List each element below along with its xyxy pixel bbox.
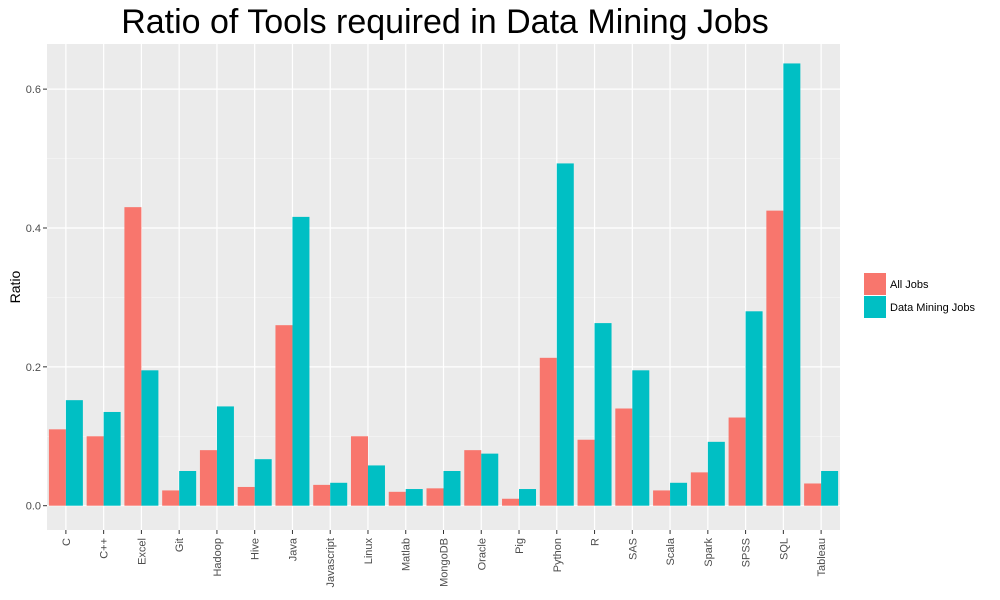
bar-c--series-1 (86, 436, 104, 506)
bar-sql-series-1 (766, 210, 784, 506)
x-tick-label: Javascript (325, 538, 337, 588)
bar-hadoop-series-2 (216, 406, 234, 506)
bar-r-series-2 (594, 323, 612, 506)
bar-tableau-series-2 (821, 470, 839, 506)
x-tick-label: Scala (665, 537, 677, 565)
bar-tableau-series-1 (804, 483, 822, 506)
bar-spss-series-2 (745, 311, 763, 506)
bar-hive-series-2 (254, 459, 272, 506)
x-tick-label: Git (174, 538, 186, 552)
bar-java-series-1 (275, 325, 293, 506)
bar-sql-series-2 (783, 63, 801, 506)
chart-title: Ratio of Tools required in Data Mining J… (121, 3, 769, 41)
bar-git-series-1 (162, 490, 180, 506)
bar-javascript-series-1 (313, 484, 331, 506)
x-tick-label: Python (552, 538, 564, 572)
x-tick-label: C++ (99, 538, 111, 559)
y-axis-title: Ratio (7, 270, 23, 303)
legend-label-series-2: Data Mining Jobs (890, 302, 975, 314)
bar-linux-series-2 (367, 465, 385, 506)
bar-scala-series-2 (670, 482, 688, 506)
x-axis-ticks: C C++ Excel Git Hadoop Hive Java Javascript Linu… (61, 530, 828, 588)
bar-git-series-2 (179, 470, 197, 506)
y-tick-label: 0.6 (26, 84, 41, 96)
bar-mongodb-series-1 (426, 488, 444, 506)
bar-matlab-series-2 (405, 489, 423, 506)
x-tick-label: C (61, 538, 73, 546)
bar-excel-series-2 (141, 370, 159, 506)
bar-c-series-1 (48, 429, 66, 506)
bar-mongodb-series-2 (443, 470, 461, 506)
bar-javascript-series-2 (330, 482, 348, 506)
y-tick-label: 0.4 (26, 223, 41, 235)
bar-spark-series-2 (707, 441, 725, 506)
x-tick-label: Pig (514, 538, 526, 554)
x-tick-label: SQL (778, 538, 790, 560)
x-tick-label: SAS (627, 538, 639, 560)
x-tick-label: Spark (703, 538, 715, 567)
bar-sas-series-2 (632, 370, 650, 506)
bar-c-series-2 (65, 400, 83, 506)
bar-sas-series-1 (615, 408, 633, 506)
x-tick-label: Oracle (476, 538, 488, 570)
y-tick-label: 0.0 (26, 501, 41, 513)
bar-spark-series-1 (690, 472, 708, 506)
bar-python-series-2 (556, 163, 574, 506)
bar-c--series-2 (103, 411, 121, 506)
x-tick-label: Java (287, 537, 299, 561)
bar-r-series-1 (577, 439, 595, 506)
x-tick-label: Hadoop (212, 538, 224, 577)
x-tick-label: Hive (250, 538, 262, 560)
y-axis-ticks: 0.0 0.2 0.4 0.6 (26, 84, 47, 513)
legend-label-series-1: All Jobs (890, 279, 929, 291)
bar-linux-series-1 (350, 436, 368, 506)
bar-java-series-2 (292, 216, 310, 506)
y-tick-label: 0.2 (26, 362, 41, 374)
bar-hadoop-series-1 (199, 450, 217, 506)
x-tick-label: Linux (363, 538, 375, 565)
x-tick-label: R (590, 538, 602, 546)
x-tick-label: Excel (136, 538, 148, 565)
legend: All Jobs Data Mining Jobs (864, 273, 975, 318)
bar-scala-series-1 (653, 490, 671, 506)
legend-key-series-2 (864, 296, 886, 318)
bar-pig-series-2 (519, 489, 537, 506)
bar-spss-series-1 (728, 417, 746, 506)
bar-matlab-series-1 (388, 491, 406, 506)
x-tick-label: MongoDB (439, 538, 451, 587)
bar-pig-series-1 (502, 498, 520, 506)
x-tick-label: Tableau (816, 538, 828, 577)
bar-oracle-series-1 (464, 450, 482, 506)
bar-hive-series-1 (237, 486, 255, 506)
bar-excel-series-1 (124, 207, 142, 506)
bars (48, 63, 839, 506)
bar-python-series-1 (539, 357, 557, 506)
legend-key-series-1 (864, 273, 886, 295)
x-tick-label: Matlab (401, 538, 413, 571)
bar-oracle-series-2 (481, 453, 499, 506)
x-tick-label: SPSS (741, 538, 753, 567)
